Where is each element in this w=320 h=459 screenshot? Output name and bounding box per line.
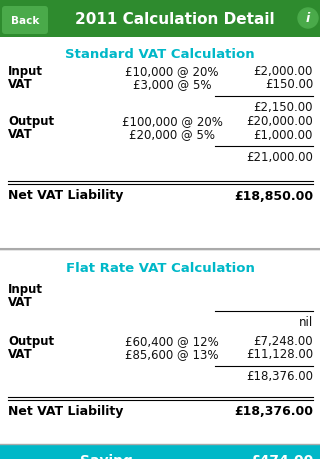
Bar	[0, 444, 320, 459]
Text: VAT: VAT	[8, 348, 33, 361]
Text: Output: Output	[8, 335, 54, 348]
Text: £3,000 @ 5%: £3,000 @ 5%	[133, 78, 211, 91]
Text: £18,376.00: £18,376.00	[234, 405, 313, 418]
Text: Net VAT Liability: Net VAT Liability	[8, 405, 124, 418]
Text: Standard VAT Calculation: Standard VAT Calculation	[65, 47, 255, 61]
Text: 2011 Calculation Detail: 2011 Calculation Detail	[75, 11, 275, 27]
Text: £20,000 @ 5%: £20,000 @ 5%	[129, 128, 215, 141]
Text: VAT: VAT	[8, 128, 33, 141]
Text: Net VAT Liability: Net VAT Liability	[8, 189, 124, 202]
Text: Input: Input	[8, 283, 43, 296]
Text: £474.00: £474.00	[250, 453, 313, 459]
Text: £85,600 @ 13%: £85,600 @ 13%	[125, 348, 219, 361]
Text: £100,000 @ 20%: £100,000 @ 20%	[122, 115, 222, 128]
Bar	[0, 0, 320, 38]
Bar	[0, 38, 320, 249]
Text: £11,128.00: £11,128.00	[246, 348, 313, 361]
Text: £7,248.00: £7,248.00	[253, 335, 313, 348]
Text: £20,000.00: £20,000.00	[246, 115, 313, 128]
Text: £18,850.00: £18,850.00	[234, 189, 313, 202]
Text: £150.00: £150.00	[265, 78, 313, 91]
Text: £2,150.00: £2,150.00	[253, 100, 313, 113]
Text: £21,000.00: £21,000.00	[246, 150, 313, 163]
Text: £2,000.00: £2,000.00	[254, 65, 313, 78]
Text: i: i	[306, 12, 310, 25]
FancyBboxPatch shape	[2, 7, 48, 35]
Text: £18,376.00: £18,376.00	[246, 369, 313, 383]
Text: Input: Input	[8, 65, 43, 78]
Text: VAT: VAT	[8, 78, 33, 91]
Circle shape	[298, 9, 318, 29]
Text: Flat Rate VAT Calculation: Flat Rate VAT Calculation	[66, 261, 254, 274]
Text: Output: Output	[8, 115, 54, 128]
Text: Saving: Saving	[80, 453, 133, 459]
Text: VAT: VAT	[8, 296, 33, 309]
Text: Back: Back	[11, 16, 39, 26]
Text: nil: nil	[299, 315, 313, 328]
Text: £1,000.00: £1,000.00	[254, 128, 313, 141]
Text: £60,400 @ 12%: £60,400 @ 12%	[125, 335, 219, 348]
Text: £10,000 @ 20%: £10,000 @ 20%	[125, 65, 219, 78]
Bar	[0, 252, 320, 444]
